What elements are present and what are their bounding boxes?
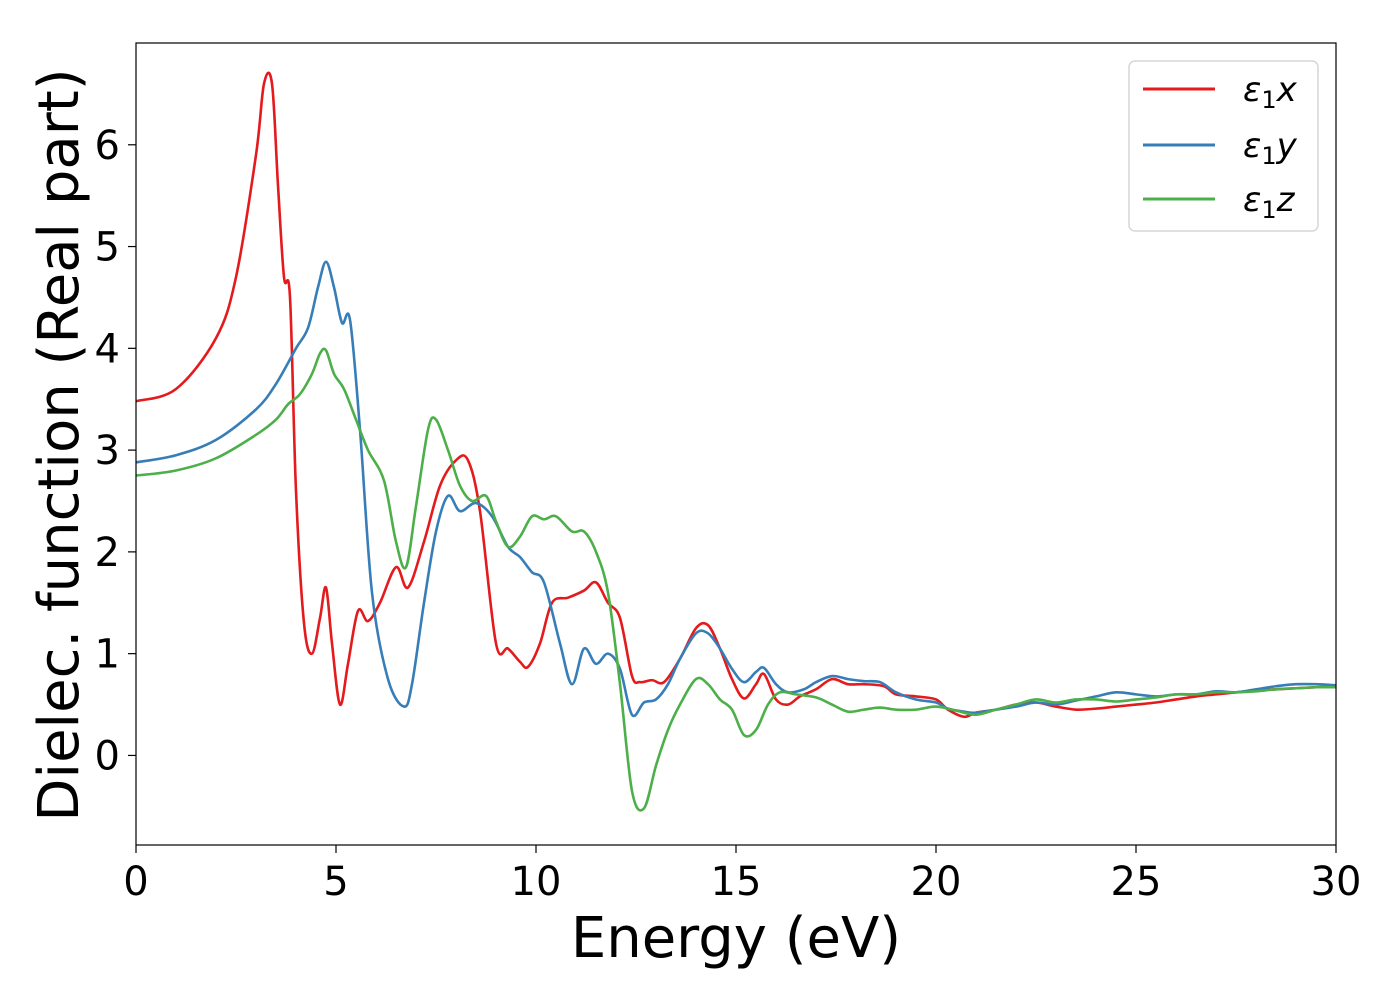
- x-tick-label: 20: [911, 859, 962, 905]
- y-tick-label: 1: [95, 632, 120, 678]
- series-line-z: [135, 347, 1337, 812]
- legend-label-z: ε1z: [1243, 180, 1296, 224]
- legend-label-x: ε1x: [1243, 70, 1298, 114]
- y-tick-label: 3: [95, 428, 120, 474]
- y-tick-label: 4: [95, 326, 120, 372]
- x-tick-label: 0: [123, 859, 148, 905]
- x-tick-label: 30: [1311, 859, 1362, 905]
- x-axis-title: Energy (eV): [571, 906, 901, 971]
- series-layer: [135, 71, 1337, 812]
- legend-label-y: ε1y: [1243, 126, 1298, 170]
- x-tick-label: 15: [711, 859, 762, 905]
- legend-box: [1128, 60, 1319, 232]
- x-tick-label: 25: [1111, 859, 1162, 905]
- x-tick-label: 10: [511, 859, 562, 905]
- y-tick-label: 6: [95, 123, 120, 169]
- y-tick-label: 2: [95, 530, 120, 576]
- series-line-y: [135, 260, 1337, 718]
- legend-entries: ε1x ε1y ε1z: [1143, 70, 1298, 224]
- legend: ε1x ε1y ε1z: [1128, 60, 1319, 232]
- y-tick-label: 0: [95, 733, 120, 779]
- y-axis-ticks: 0 1 2 3 4 5 6: [95, 123, 136, 779]
- series-line-x: [135, 71, 1337, 719]
- y-tick-label: 5: [95, 225, 120, 271]
- y-axis-title: Dielec. function (Real part): [27, 68, 92, 821]
- x-axis-ticks: 0 5 10 15 20 25 30: [123, 845, 1361, 905]
- x-tick-label: 5: [323, 859, 348, 905]
